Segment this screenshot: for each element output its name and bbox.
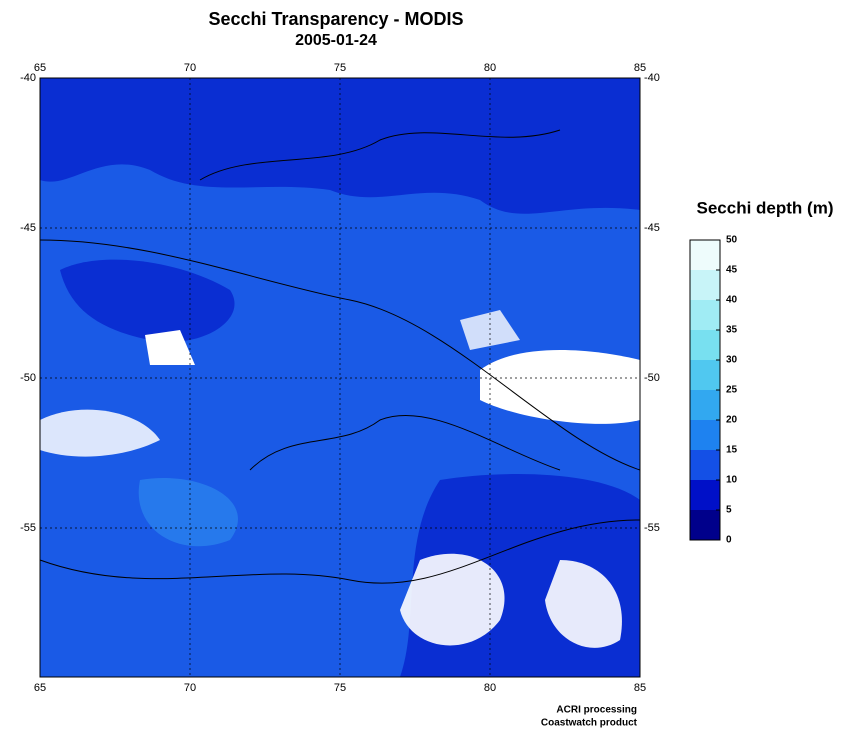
map-image [39,78,641,677]
lat-tick-label: -55 [644,522,660,534]
colorbar-tick-label: 25 [726,385,738,396]
colorbar-tick-label: 5 [726,505,732,516]
colorbar-tick-label: 0 [726,535,732,546]
colorbar-band [690,390,720,420]
colorbar-band [690,360,720,390]
colorbar-band [690,510,720,540]
lon-tick-label: 85 [634,62,646,74]
colorbar-band [690,420,720,450]
map-frame [39,77,641,678]
lat-tick-label: -40 [20,72,36,84]
lat-tick-label: -55 [20,522,36,534]
colorbar-tick-label: 45 [726,265,738,276]
lon-tick-label: 65 [34,682,46,694]
credit: Coastwatch product [541,718,638,729]
credit: ACRI processing [556,705,637,716]
colorbar-band [690,270,720,300]
lon-tick-label: 75 [334,62,346,74]
lon-tick-label: 80 [484,682,496,694]
lat-tick-label: -45 [644,222,660,234]
lon-tick-label: 70 [184,62,196,74]
colorbar-tick-label: 50 [726,235,738,246]
title: Secchi Transparency - MODIS [208,9,463,29]
lat-tick-label: -45 [20,222,36,234]
colorbar-tick-label: 40 [726,295,738,306]
colorbar-band [690,240,720,270]
lon-tick-label: 75 [334,682,346,694]
colorbar-band [690,300,720,330]
lon-tick-label: 65 [34,62,46,74]
lat-tick-label: -40 [644,72,660,84]
lat-tick-label: -50 [644,372,660,384]
colorbar-tick-label: 15 [726,445,738,456]
colorbar-tick-label: 10 [726,475,738,486]
colorbar-band [690,330,720,360]
colorbar-tick-label: 35 [726,325,738,336]
colorbar-band [690,450,720,480]
lon-tick-label: 85 [634,682,646,694]
lon-tick-label: 80 [484,62,496,74]
colorbar-tick-label: 20 [726,415,738,426]
colorbar-band [690,480,720,510]
lon-tick-label: 70 [184,682,196,694]
colorbar-tick-label: 30 [726,355,738,366]
lat-tick-label: -50 [20,372,36,384]
date: 2005-01-24 [295,32,377,49]
colorbar-label: Secchi depth (m) [697,198,834,217]
